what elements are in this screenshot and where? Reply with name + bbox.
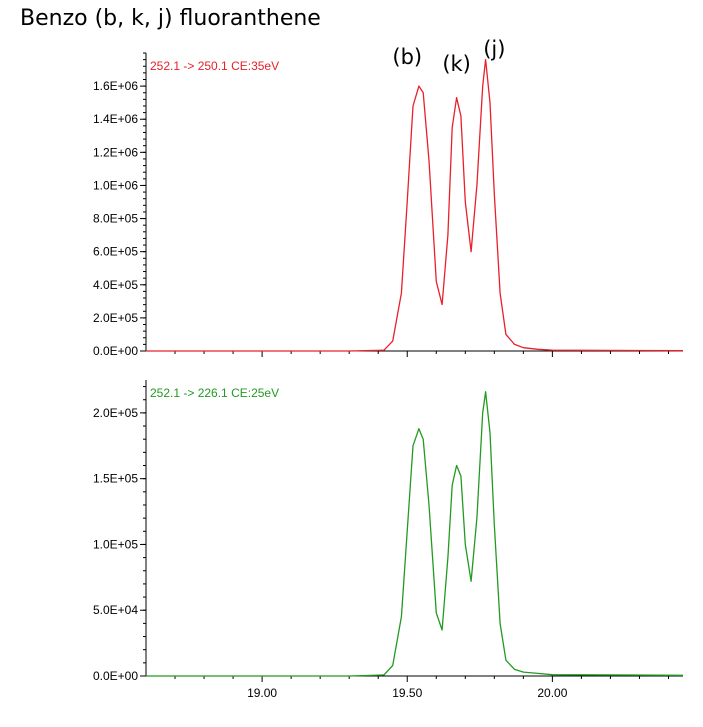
trace-label: 252.1 -> 226.1 CE:25eV xyxy=(150,386,279,400)
y-tick-label: 0.0E+00 xyxy=(93,344,138,358)
page-title: Benzo (b, k, j) fluoranthene xyxy=(20,6,321,31)
peak-annotation: (k) xyxy=(442,52,471,76)
y-tick-label: 2.0E+05 xyxy=(93,406,138,420)
series-line xyxy=(146,58,684,352)
chart-top-panel: 0.0E+00 2.0E+05 4.0E+05 6.0E+05 8.0E+05 1.0E+… xyxy=(93,37,684,358)
y-tick-label: 0.0E+00 xyxy=(93,669,138,683)
y-tick-label: 1.6E+06 xyxy=(93,79,138,93)
y-tick-label: 6.0E+05 xyxy=(93,245,138,259)
series-line xyxy=(146,391,684,677)
y-tick-label: 4.0E+05 xyxy=(93,278,138,292)
peak-annotation: (b) xyxy=(392,45,422,69)
y-tick-label: 2.0E+05 xyxy=(93,311,138,325)
y-tick-label: 1.0E+05 xyxy=(93,537,138,551)
chart-bottom-panel: 0.0E+00 5.0E+04 1.0E+05 1.5E+05 2.0E+05 19.00… xyxy=(93,380,684,700)
y-tick-label: 1.0E+06 xyxy=(93,178,138,192)
peak-annotation: (j) xyxy=(483,37,505,61)
trace-label: 252.1 -> 250.1 CE:35eV xyxy=(150,59,279,73)
y-tick-label: 5.0E+04 xyxy=(93,603,138,617)
x-tick-label: 19.50 xyxy=(392,686,422,700)
y-tick-label: 1.5E+05 xyxy=(93,472,138,486)
y-tick-label: 8.0E+05 xyxy=(93,212,138,226)
y-tick-label: 1.4E+06 xyxy=(93,112,138,126)
x-tick-label: 19.00 xyxy=(247,686,277,700)
y-tick-label: 1.2E+06 xyxy=(93,145,138,159)
x-tick-label: 20.00 xyxy=(537,686,567,700)
